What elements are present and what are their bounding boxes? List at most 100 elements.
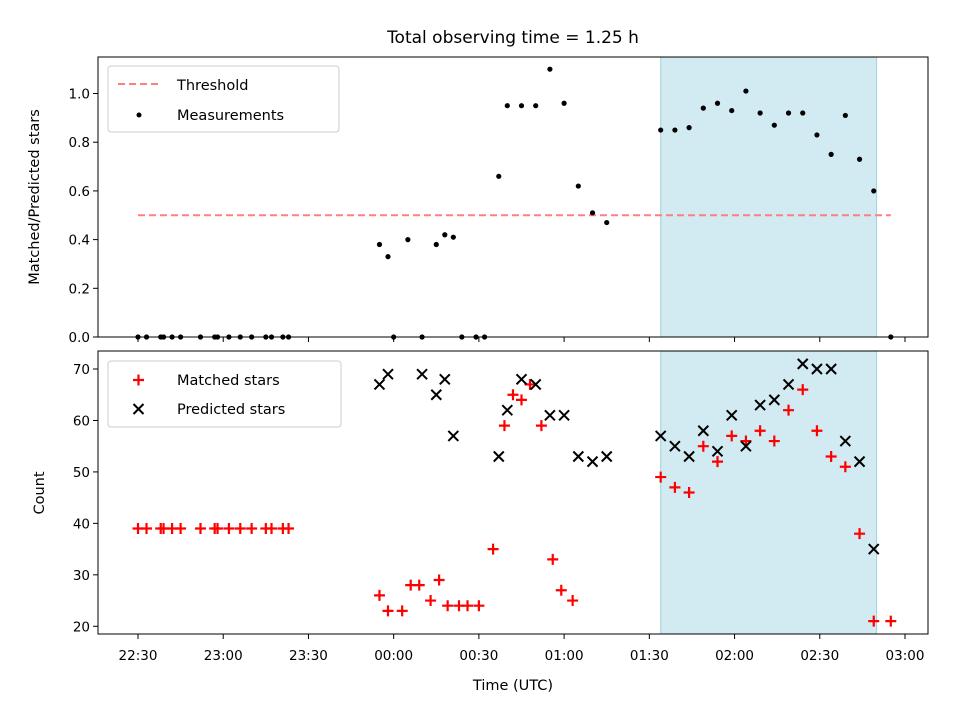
predicted-star-marker: [839, 435, 852, 447]
top-legend-box: [107, 65, 340, 133]
measurement-point: [658, 127, 664, 133]
bottom-panel: 20 30 40 50 60 70 22:30 23:00 23:30 00:00 00:30 01…: [32, 350, 929, 694]
predicted-star-marker: [654, 430, 667, 442]
matched-star-marker: [754, 425, 766, 437]
predicted-star-marker: [586, 455, 599, 468]
predicted-star-marker: [601, 450, 613, 463]
measurement-point: [800, 110, 806, 116]
measurement-point: [814, 132, 820, 138]
legend-matched-swatch: [133, 374, 144, 386]
matched-star-marker: [712, 456, 724, 468]
predicted-star-marker: [726, 409, 738, 422]
predicted-star-marker: [868, 543, 880, 555]
x-tick-label: 02:00: [715, 648, 754, 664]
measurement-point: [771, 122, 777, 128]
measurement-point: [686, 125, 692, 131]
matched-star-marker: [507, 389, 519, 401]
matched-star-marker: [283, 523, 295, 535]
measurement-point: [604, 219, 610, 226]
bottom-y-tick-label: 70: [73, 362, 90, 378]
top-x-ticks: [137, 337, 906, 342]
bottom-legend: Matched stars Predicted stars: [107, 360, 342, 428]
matched-star-marker: [194, 523, 206, 535]
chart-title: Total observing time = 1.25 h: [386, 28, 639, 48]
matched-star-marker: [854, 528, 866, 540]
legend-threshold-label: Threshold: [176, 78, 248, 94]
bottom-x-axis: 22:30 23:00 23:30 00:00 00:30 01:00 01:30 02:00…: [119, 634, 925, 664]
matched-star-marker: [555, 584, 567, 596]
measurement-point: [518, 103, 525, 109]
matched-star-marker: [839, 461, 851, 473]
matched-star-marker: [868, 615, 880, 627]
predicted-star-marker: [768, 394, 781, 406]
top-y-tick-label: 0.4: [69, 233, 90, 249]
matched-star-marker: [885, 615, 897, 627]
matched-star-marker: [655, 471, 667, 483]
top-panel-frame: [97, 56, 929, 338]
measurement-point: [842, 112, 848, 119]
matched-star-marker: [683, 487, 695, 498]
predicted-star-marker: [529, 378, 542, 391]
predicted-star-marker: [853, 455, 866, 468]
matched-stars-series: [132, 378, 897, 627]
matched-star-marker: [413, 579, 425, 591]
matched-star-marker: [442, 600, 454, 612]
matched-star-marker: [425, 595, 437, 607]
matched-star-marker: [547, 553, 559, 565]
measurement-point: [757, 110, 763, 116]
matched-star-marker: [396, 605, 408, 617]
x-axis-label: Time (UTC): [472, 678, 553, 694]
bottom-y-axis: 20 30 40 50 60 70: [73, 362, 98, 635]
predicted-star-marker: [515, 373, 528, 386]
predicted-star-marker: [430, 389, 442, 401]
x-tick-label: 23:00: [204, 648, 243, 664]
measurement-point: [743, 88, 749, 94]
top-panel: 0.0 0.2 0.4 0.6 0.8 1.0 Matched/Predicted sta…: [27, 56, 929, 346]
matched-star-marker: [697, 440, 709, 452]
bottom-panel-frame: [97, 350, 929, 635]
legend-measurements-swatch: [136, 112, 142, 118]
predicted-star-marker: [439, 373, 451, 386]
predicted-star-marker: [558, 409, 570, 422]
top-y-axis-label: Matched/Predicted stars: [27, 109, 43, 285]
predicted-star-marker: [825, 363, 837, 375]
bottom-y-axis-label: Count: [32, 471, 48, 514]
legend-predicted-swatch: [132, 403, 145, 415]
bottom-legend-box: [107, 360, 342, 428]
matched-star-marker: [223, 523, 235, 535]
top-y-axis: 0.0 0.2 0.4 0.6 0.8 1.0: [69, 87, 98, 346]
measurement-point: [385, 254, 391, 260]
predicted-star-marker: [572, 450, 585, 463]
matched-star-marker: [567, 595, 579, 607]
matched-star-marker: [373, 589, 385, 601]
bottom-y-tick-label: 40: [73, 516, 90, 532]
matched-star-marker: [266, 523, 278, 535]
measurement-point: [785, 110, 792, 116]
measurement-point: [589, 210, 596, 216]
x-tick-label: 23:30: [289, 648, 328, 664]
matched-star-marker: [768, 435, 780, 447]
predicted-star-marker: [501, 404, 514, 416]
matched-star-marker: [535, 420, 547, 432]
measurement-point: [496, 173, 502, 179]
x-tick-label: 00:30: [459, 648, 498, 664]
measurement-point: [376, 241, 383, 248]
matched-star-marker: [669, 481, 681, 493]
predicted-star-marker: [493, 450, 505, 463]
x-tick-label: 02:30: [800, 648, 839, 664]
predicted-star-marker: [711, 445, 724, 458]
bottom-y-tick-label: 60: [73, 413, 90, 429]
matched-star-marker: [516, 394, 527, 406]
x-tick-label: 03:00: [886, 648, 925, 664]
matched-star-marker: [524, 378, 536, 390]
predicted-star-marker: [754, 399, 766, 411]
x-tick-label: 22:30: [119, 648, 158, 664]
measurement-point: [729, 107, 735, 114]
predicted-star-marker: [797, 358, 809, 370]
predicted-star-marker: [683, 450, 695, 463]
matched-star-marker: [783, 404, 795, 416]
legend-matched-label: Matched stars: [177, 373, 280, 389]
top-y-tick-label: 0.2: [69, 281, 90, 297]
measurement-point: [714, 100, 721, 106]
